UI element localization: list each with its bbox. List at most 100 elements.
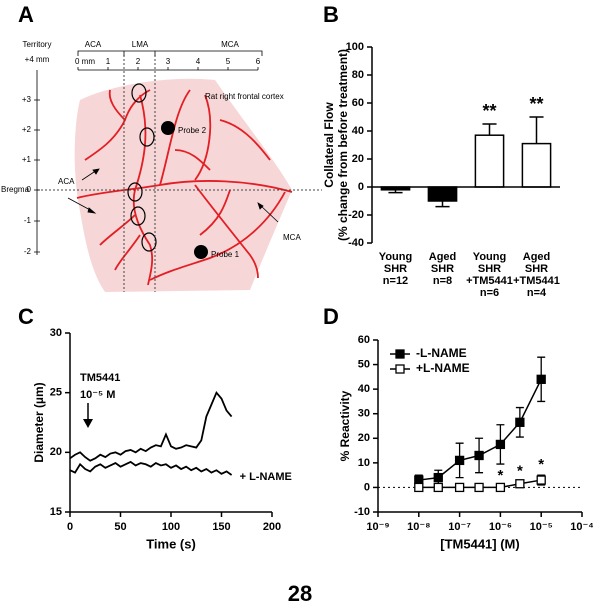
x-tick-label-line: n=8	[433, 275, 452, 287]
scale-label: 5	[226, 57, 231, 66]
territory: MCA	[221, 40, 239, 49]
x-tick-label: 100	[162, 521, 180, 533]
scale-label: 2	[136, 57, 141, 66]
territory-label: Territory	[23, 40, 52, 49]
y-tick-label: 0	[358, 181, 364, 193]
panel-label: C	[18, 304, 34, 329]
y-tick-label: 80	[352, 69, 364, 81]
y-tick-label: 60	[358, 334, 370, 346]
x-tick-label-line: n=4	[527, 287, 547, 299]
x-tick-label: 10⁻⁵	[530, 521, 553, 533]
annotation: **	[482, 101, 496, 121]
y-tick-label: 100	[346, 41, 364, 53]
ap-axis	[34, 70, 40, 255]
annotation: *	[497, 467, 503, 484]
y-tick-label: 30	[50, 327, 62, 339]
annotation: 10⁻⁵ M	[80, 389, 115, 401]
x-tick-label: Young SHR +TM5441 n=6	[466, 251, 513, 299]
legend-label: +L-NAME	[416, 361, 470, 375]
y-tick-label: 20	[50, 446, 62, 458]
scale-bar	[77, 67, 259, 71]
data-point	[454, 455, 465, 466]
data-point	[495, 482, 506, 493]
x-tick-label: 0	[67, 521, 73, 533]
windows	[127, 83, 157, 252]
data-point	[474, 450, 484, 461]
x-tick-label-line: SHR	[478, 263, 501, 275]
arrows	[67, 168, 279, 223]
series-label: + L-NAME	[240, 471, 292, 483]
scale-label: 6	[256, 57, 261, 66]
vessels	[76, 89, 293, 286]
panel-a: A Probe 2 Probe 1 Territor	[1, 2, 322, 293]
annotation: **	[529, 94, 543, 114]
data-point	[536, 475, 546, 485]
page-number: 28	[288, 581, 312, 606]
y-tick-label: 20	[352, 153, 364, 165]
scale-label: 0 mm	[75, 57, 95, 66]
data-point	[495, 439, 506, 450]
y-tick-label: 20	[358, 432, 370, 444]
probe	[194, 245, 208, 259]
vessel-label: ACA	[58, 177, 75, 186]
annotation: *	[538, 456, 544, 473]
y-tick-label: -40	[348, 237, 364, 249]
data-point	[433, 482, 443, 493]
x-tick-label: 10⁻⁶	[489, 521, 512, 533]
x-tick-label: 10⁻⁷	[448, 521, 471, 533]
y-tick-label: -20	[348, 209, 364, 221]
ap-label: +3	[22, 95, 32, 104]
region-label: Rat right frontal cortex	[205, 92, 284, 101]
territory: LMA	[132, 40, 149, 49]
x-tick-label-line: Aged	[523, 251, 551, 263]
y-tick-label: 10	[358, 457, 370, 469]
probe	[161, 121, 175, 135]
x-tick-label: 50	[114, 521, 126, 533]
error-bar	[388, 189, 403, 194]
legend-marker	[395, 349, 405, 359]
panel-label: B	[323, 2, 339, 27]
x-tick-label: 10⁻⁴	[570, 521, 593, 533]
territory-bracket	[77, 50, 263, 56]
x-tick-label-line: Young	[473, 251, 506, 263]
data-line	[418, 378, 542, 481]
bar	[521, 142, 552, 188]
data-line	[69, 460, 233, 476]
annotation: TM5441	[80, 372, 120, 384]
error-bar	[435, 201, 450, 208]
x-tick-label-line: SHR	[525, 263, 548, 275]
legend-marker	[395, 364, 405, 374]
scale-label: 1	[106, 57, 111, 66]
data-line	[69, 390, 233, 462]
y-tick-label: 25	[50, 387, 62, 399]
y-axis-label: Collateral Flow	[322, 102, 336, 188]
ap-label: +2	[22, 125, 32, 134]
probe-label: Probe 2	[178, 126, 207, 135]
data-point	[414, 482, 424, 493]
x-tick-label-line: SHR	[384, 263, 407, 275]
ap-label: -2	[24, 247, 32, 256]
data-point	[515, 479, 525, 489]
y-tick-label: 0	[364, 481, 370, 493]
x-tick-label: 10⁻⁸	[407, 521, 430, 533]
x-axis-label: [TM5441] (M)	[440, 536, 519, 551]
vessel-label: MCA	[283, 233, 301, 242]
y-tick-label: 50	[358, 358, 370, 370]
y-tick-label: -10	[354, 506, 370, 518]
x-tick-label-line: Aged	[429, 251, 457, 263]
y-axis-label: % Reactivity	[338, 390, 352, 461]
scale-label: 3	[166, 57, 171, 66]
y-tick-label: 30	[358, 408, 370, 420]
y-tick-label: 40	[358, 383, 370, 395]
data-point	[433, 472, 443, 483]
x-tick-label: 200	[263, 521, 281, 533]
x-tick-label-line: +TM5441	[513, 275, 560, 287]
y-tick-label: 60	[352, 97, 364, 109]
y-axis-label: (% change from before treatment)	[336, 49, 350, 241]
top-mark: +4 mm	[25, 55, 50, 64]
panel-label: A	[18, 2, 34, 27]
panel-label: D	[323, 304, 339, 329]
x-tick-label-line: SHR	[431, 263, 454, 275]
ap-label: 0	[27, 185, 32, 194]
